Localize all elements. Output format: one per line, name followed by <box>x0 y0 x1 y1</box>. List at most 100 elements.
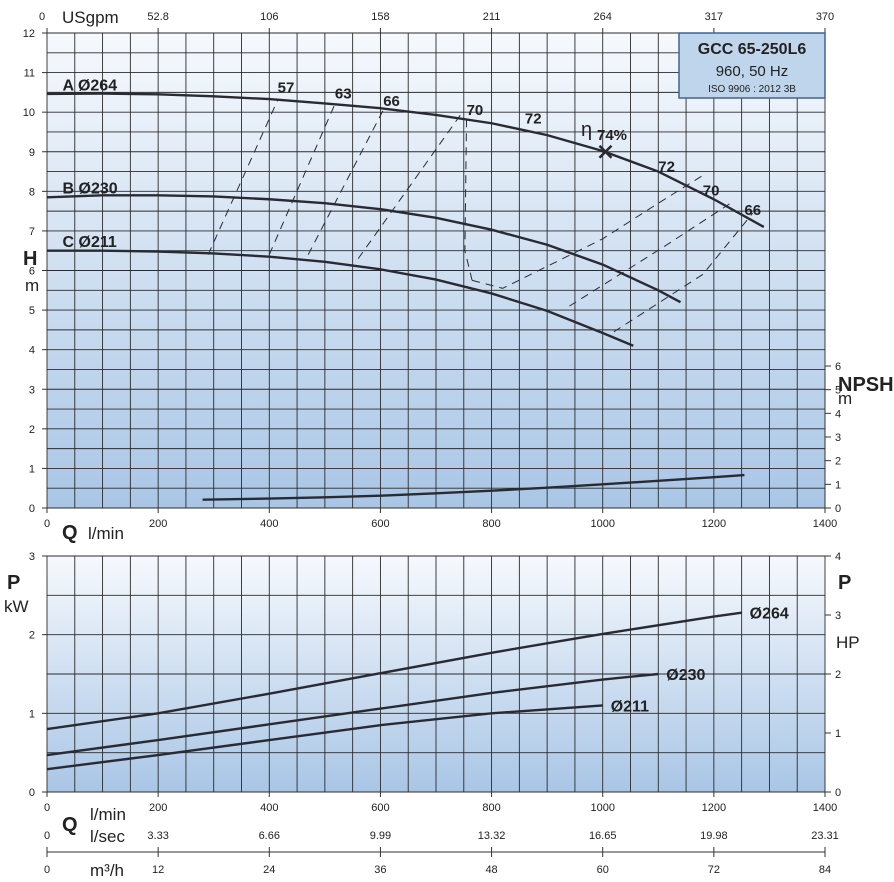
m3h-tick-label: 12 <box>152 864 164 876</box>
kw-tick-label: 3 <box>29 551 35 563</box>
usgpm-tick-label: 211 <box>483 11 501 23</box>
head-plot-grid <box>46 32 826 509</box>
m3h-tick-label: 48 <box>485 864 497 876</box>
efficiency-label: 66 <box>744 202 761 219</box>
efficiency-iso-line <box>207 100 279 255</box>
h-tick-label: 5 <box>29 305 35 317</box>
h-tick-label: 2 <box>29 424 35 436</box>
head-curve-a-264 <box>46 92 765 229</box>
usgpm-tick-label: 370 <box>816 11 834 23</box>
npsh-tick-label: 6 <box>835 361 841 373</box>
lsec-tick-label: 19.98 <box>700 830 728 842</box>
power-q-tick-label: 1400 <box>813 802 837 814</box>
head-q-tick-label: 1000 <box>590 518 614 530</box>
model-box-frame <box>678 32 826 99</box>
power-curve-211 <box>46 704 603 771</box>
h-tick-label: 11 <box>24 68 35 80</box>
lsec-tick-label: 13.32 <box>478 830 506 842</box>
m3h-tick-label: 60 <box>597 864 609 876</box>
efficiency-label: 63 <box>335 85 352 102</box>
p-right-symbol: P <box>838 572 851 594</box>
efficiency-label: 72 <box>525 110 542 127</box>
h-axis-unit: m <box>25 276 39 295</box>
head-q-tick-label: 800 <box>482 518 500 530</box>
usgpm-axis-label: USgpm <box>62 8 119 27</box>
h-tick-label: 3 <box>29 384 35 396</box>
p-left-symbol: P <box>7 572 20 594</box>
head-q-unit: l/min <box>88 524 124 543</box>
head-q-symbol: Q <box>62 522 78 544</box>
lsec-tick-label: 23.31 <box>811 830 839 842</box>
m3h-tick-label: 24 <box>263 864 275 876</box>
power-q-lmin-unit: l/min <box>90 805 126 824</box>
head-q-tick-label: 1400 <box>813 518 837 530</box>
power-q-tick-label: 0 <box>44 802 50 814</box>
npsh-tick-label: 3 <box>835 432 841 444</box>
efficiency-iso-line <box>613 212 754 333</box>
model-title: GCC 65-250L6 <box>698 41 807 58</box>
kw-tick-label: 0 <box>29 787 35 799</box>
eta-symbol: η <box>581 119 592 141</box>
lsec-tick-label: 16.65 <box>589 830 617 842</box>
power-curve-label: Ø230 <box>666 667 705 684</box>
power-curve-label: Ø211 <box>611 698 649 715</box>
h-tick-label: 10 <box>23 107 35 119</box>
power-q-tick-label: 1000 <box>590 802 614 814</box>
best-efficiency-label: 74% <box>597 127 627 144</box>
head-q-tick-label: 200 <box>149 518 167 530</box>
model-speed: 960, 50 Hz <box>716 63 789 80</box>
usgpm-tick-label: 264 <box>594 11 612 23</box>
power-curve-label: Ø264 <box>750 606 789 623</box>
hp-tick-label: 0 <box>835 787 841 799</box>
kw-tick-label: 2 <box>29 630 35 642</box>
p-right-unit: HP <box>836 633 860 652</box>
npsh-tick-label: 5 <box>835 385 841 397</box>
head-q-tick-label: 600 <box>371 518 389 530</box>
model-box: GCC 65-250L6 960, 50 Hz ISO 9906 : 2012 3B <box>678 32 826 99</box>
lsec-tick-label: 3.33 <box>147 830 168 842</box>
npsh-axis-unit: m <box>838 389 852 408</box>
head-q-tick-label: 1200 <box>702 518 726 530</box>
npsh-axis-symbol: NPSH <box>838 374 894 396</box>
hp-tick-label: 3 <box>835 610 841 622</box>
power-curve-264 <box>46 611 742 731</box>
head-curve-npsh <box>202 473 745 501</box>
npsh-tick-label: 0 <box>835 503 841 515</box>
head-q-tick-label: 400 <box>260 518 278 530</box>
h-tick-label: 7 <box>29 226 35 238</box>
npsh-tick-label: 1 <box>835 479 841 491</box>
power-q-tick-label: 200 <box>149 802 167 814</box>
m3h-tick-label: 0 <box>44 864 50 876</box>
efficiency-iso-line <box>471 175 704 289</box>
power-q-tick-label: 800 <box>482 802 500 814</box>
efficiency-label: 70 <box>703 182 720 199</box>
head-curve-label: A Ø264 <box>63 77 118 94</box>
h-tick-label: 1 <box>29 463 35 475</box>
efficiency-iso-line <box>464 116 473 281</box>
m3h-tick-label: 84 <box>819 864 831 876</box>
head-curve-c-211 <box>47 249 634 347</box>
model-standard: ISO 9906 : 2012 3B <box>708 84 796 95</box>
lsec-tick-label: 0 <box>44 830 50 842</box>
kw-tick-label: 1 <box>29 708 35 720</box>
hp-tick-label: 4 <box>835 551 841 563</box>
h-axis-symbol: H <box>23 248 37 270</box>
h-tick-label: 12 <box>23 28 35 40</box>
usgpm-tick-label: 106 <box>260 11 278 23</box>
lsec-tick-label: 9.99 <box>370 830 391 842</box>
h-tick-label: 6 <box>29 266 35 278</box>
power-q-symbol: Q <box>62 814 78 836</box>
npsh-tick-label: 2 <box>835 456 841 468</box>
head-q-tick-label: 0 <box>44 518 50 530</box>
power-q-tick-label: 1200 <box>702 802 726 814</box>
h-tick-label: 0 <box>29 503 35 515</box>
power-q-tick-label: 400 <box>260 802 278 814</box>
efficiency-label: 66 <box>383 93 400 110</box>
lsec-tick-label: 6.66 <box>259 830 280 842</box>
efficiency-label: 57 <box>278 79 295 96</box>
efficiency-iso-lines <box>207 100 754 333</box>
usgpm-tick-label: 52.8 <box>147 11 168 23</box>
power-plot-grid <box>46 555 826 793</box>
